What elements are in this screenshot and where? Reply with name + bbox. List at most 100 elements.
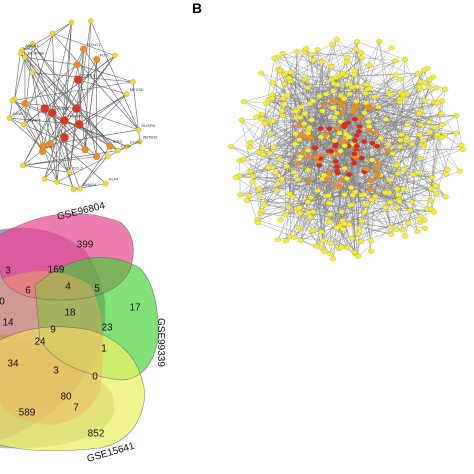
network-b-node xyxy=(333,36,340,42)
network-b-node xyxy=(453,113,460,119)
network-b-edge xyxy=(329,145,357,174)
network-b-node xyxy=(267,131,274,137)
network-b-node xyxy=(392,58,399,64)
network-b-node xyxy=(341,121,348,127)
network-b-node xyxy=(295,225,302,230)
network-b-node xyxy=(421,98,428,104)
network-b-edge xyxy=(338,153,355,249)
network-b-node xyxy=(332,74,339,80)
network-a-node-label: DUSP6 xyxy=(141,123,155,128)
network-a-edge xyxy=(84,59,98,150)
network-b-edge xyxy=(268,121,273,168)
network-b-edge xyxy=(387,150,398,189)
network-b-node xyxy=(382,116,390,122)
network-a-node xyxy=(9,97,16,104)
network-a-edge xyxy=(31,72,133,83)
network-a-edge xyxy=(23,43,34,125)
network-b-node xyxy=(366,85,373,91)
network-b-node xyxy=(433,191,440,197)
network-b-edge xyxy=(325,134,421,217)
network-b-node xyxy=(247,168,254,174)
network-b-node xyxy=(307,51,315,57)
network-b-node xyxy=(338,177,346,183)
network-b-edge xyxy=(359,124,443,127)
network-b-node xyxy=(307,195,315,200)
network-b-edge xyxy=(349,224,392,235)
network-b-node xyxy=(368,197,375,203)
network-b-node xyxy=(374,172,381,177)
network-b-node xyxy=(329,256,337,262)
network-a-edge xyxy=(44,137,65,180)
network-b-node xyxy=(249,179,256,185)
network-b-edge xyxy=(390,134,420,235)
network-b-node xyxy=(296,210,303,216)
network-a-edge xyxy=(24,57,78,65)
network-b-edge xyxy=(257,219,324,241)
network-b-node xyxy=(368,157,376,163)
network-b-edge xyxy=(252,176,359,257)
network-a-edge xyxy=(56,22,72,182)
network-a-node-label: TNFAIP3 xyxy=(67,114,84,119)
network-b-node xyxy=(344,55,351,60)
network-b-node xyxy=(392,205,400,211)
network-b-node xyxy=(295,161,302,166)
network-b-node xyxy=(371,94,378,100)
network-a-node xyxy=(135,127,142,133)
network-a-edge xyxy=(64,137,70,173)
venn-region-value: 80 xyxy=(60,392,72,403)
network-b-node xyxy=(301,111,308,117)
network-a-edge xyxy=(14,57,26,100)
network-b-node xyxy=(292,131,299,137)
network-b-node xyxy=(358,218,366,224)
network-b-node xyxy=(274,181,282,187)
venn-region-value: 5 xyxy=(94,284,100,295)
network-a-node xyxy=(73,61,81,69)
network-b-node xyxy=(354,39,361,45)
network-b-edge xyxy=(290,72,446,197)
network-a-node-label: JUNB xyxy=(12,111,23,116)
network-b-node xyxy=(276,68,284,74)
network-a-node-label: EGR1 xyxy=(130,140,142,145)
network-b-node xyxy=(350,109,357,115)
network-b-node xyxy=(426,76,433,82)
network-b-node xyxy=(395,192,402,198)
network-b-node xyxy=(312,243,320,249)
network-b-node xyxy=(344,245,351,251)
network-b-node xyxy=(304,85,311,91)
network-b-node xyxy=(409,141,416,147)
network-b-node xyxy=(376,39,383,44)
venn-set-yellow xyxy=(0,326,145,451)
network-a-node xyxy=(49,30,56,37)
network-b-node xyxy=(372,129,380,135)
network-b-node xyxy=(355,253,362,259)
network-b-node xyxy=(361,192,368,197)
network-b-node xyxy=(372,194,379,199)
network-b-node xyxy=(259,145,267,151)
network-b-node xyxy=(338,209,345,215)
network-b-edge xyxy=(312,87,353,102)
network-b-node xyxy=(417,155,424,161)
network-b-edge xyxy=(272,120,376,197)
network-b-node xyxy=(402,233,409,239)
network-b-node xyxy=(307,135,314,141)
network-b-node xyxy=(283,92,291,98)
network-b-node xyxy=(340,138,347,144)
network-b-edge xyxy=(298,163,330,174)
network-a-edge xyxy=(12,100,128,147)
network-a-node xyxy=(40,104,50,113)
network-b-node xyxy=(346,222,353,228)
network-a-edge xyxy=(76,108,111,147)
network-b-node xyxy=(238,117,245,123)
network-b-node xyxy=(362,91,369,96)
network-a-edge xyxy=(23,33,53,125)
network-b-node xyxy=(282,212,289,218)
network-b-node xyxy=(367,237,374,243)
network-b-node xyxy=(358,55,366,61)
network-b-node xyxy=(319,238,327,244)
network-a-node-label: ZBTB16 xyxy=(143,135,158,140)
network-b-node xyxy=(304,147,312,153)
network-b-edge xyxy=(370,138,382,241)
network-a-node xyxy=(68,19,75,26)
network-a-node xyxy=(66,169,73,176)
